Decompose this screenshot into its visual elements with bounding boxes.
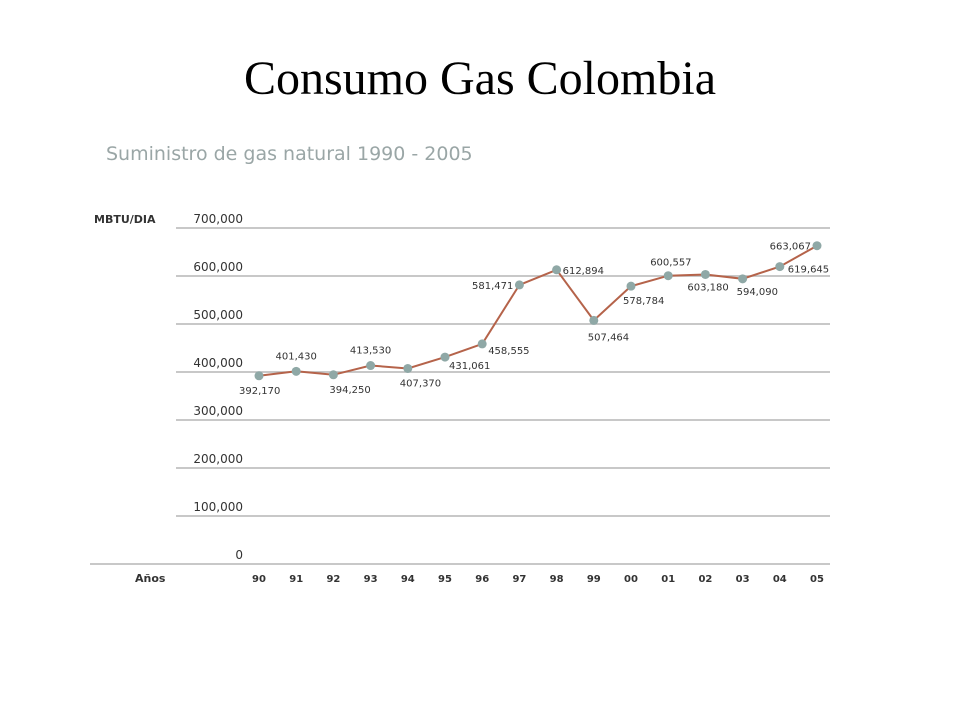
y-tick-label: 400,000 xyxy=(193,356,243,370)
x-tick-label: 01 xyxy=(661,574,675,585)
x-tick-label: 91 xyxy=(289,574,303,585)
x-tick-label: 98 xyxy=(550,574,564,585)
x-tick-label: 94 xyxy=(401,574,415,585)
data-point xyxy=(663,271,673,281)
x-tick-label: 97 xyxy=(512,574,526,585)
x-tick-label: 99 xyxy=(587,574,601,585)
data-point xyxy=(775,262,785,272)
x-tick-label: 92 xyxy=(326,574,340,585)
data-label: 578,784 xyxy=(623,296,664,307)
data-label: 594,090 xyxy=(737,287,778,298)
slide-title: Consumo Gas Colombia xyxy=(243,52,716,105)
data-label: 394,250 xyxy=(329,385,370,396)
data-label: 407,370 xyxy=(400,378,441,389)
y-axis-ticks: 0 100,000 200,000 300,000 400,000 500,000 600,… xyxy=(193,212,243,562)
data-point xyxy=(403,363,413,373)
data-label: 600,557 xyxy=(650,258,691,269)
x-tick-label: 04 xyxy=(773,574,787,585)
data-label: 413,530 xyxy=(350,346,391,357)
data-point xyxy=(626,281,636,291)
x-tick-label: 02 xyxy=(698,574,712,585)
data-label: 431,061 xyxy=(449,361,490,372)
data-point xyxy=(440,352,450,362)
data-point xyxy=(514,280,524,290)
x-axis-ticks: 90 91 92 93 94 95 96 97 98 99 00 01 02 03 04 05 xyxy=(252,574,824,585)
data-point xyxy=(552,265,562,275)
data-points xyxy=(254,241,822,381)
data-point xyxy=(328,370,338,380)
data-labels: 392,170 401,430 394,250 413,530 407,370 431,0… xyxy=(239,242,829,397)
y-axis-label: MBTU/DIA xyxy=(94,213,156,226)
y-tick-label: 700,000 xyxy=(193,212,243,226)
data-label: 619,645 xyxy=(788,265,829,276)
x-tick-label: 96 xyxy=(475,574,489,585)
data-point xyxy=(477,339,487,349)
data-point xyxy=(366,361,376,371)
x-tick-label: 00 xyxy=(624,574,638,585)
y-tick-label: 0 xyxy=(235,548,243,562)
data-label: 581,471 xyxy=(472,281,513,292)
data-point xyxy=(738,274,748,284)
x-tick-label: 03 xyxy=(736,574,750,585)
x-tick-label: 05 xyxy=(810,574,824,585)
data-label: 612,894 xyxy=(563,266,604,277)
x-tick-label: 90 xyxy=(252,574,266,585)
data-point xyxy=(589,315,599,325)
data-label: 392,170 xyxy=(239,386,280,397)
data-label: 663,067 xyxy=(770,242,811,253)
data-point xyxy=(291,366,301,376)
series-line xyxy=(258,244,818,377)
y-tick-label: 100,000 xyxy=(193,500,243,514)
chart-title: Suministro de gas natural 1990 - 2005 xyxy=(106,143,473,165)
data-point xyxy=(700,269,710,279)
data-label: 401,430 xyxy=(276,351,317,362)
y-tick-label: 600,000 xyxy=(193,260,243,274)
data-label: 458,555 xyxy=(488,346,529,357)
x-tick-label: 95 xyxy=(438,574,452,585)
data-label: 507,464 xyxy=(588,332,629,343)
x-tick-label: 93 xyxy=(364,574,378,585)
y-tick-label: 500,000 xyxy=(193,308,243,322)
data-point xyxy=(812,241,822,251)
y-tick-label: 300,000 xyxy=(193,404,243,418)
y-tick-label: 200,000 xyxy=(193,452,243,466)
x-axis-label: Años xyxy=(135,572,166,585)
data-label: 603,180 xyxy=(687,282,728,293)
data-point xyxy=(254,371,264,381)
